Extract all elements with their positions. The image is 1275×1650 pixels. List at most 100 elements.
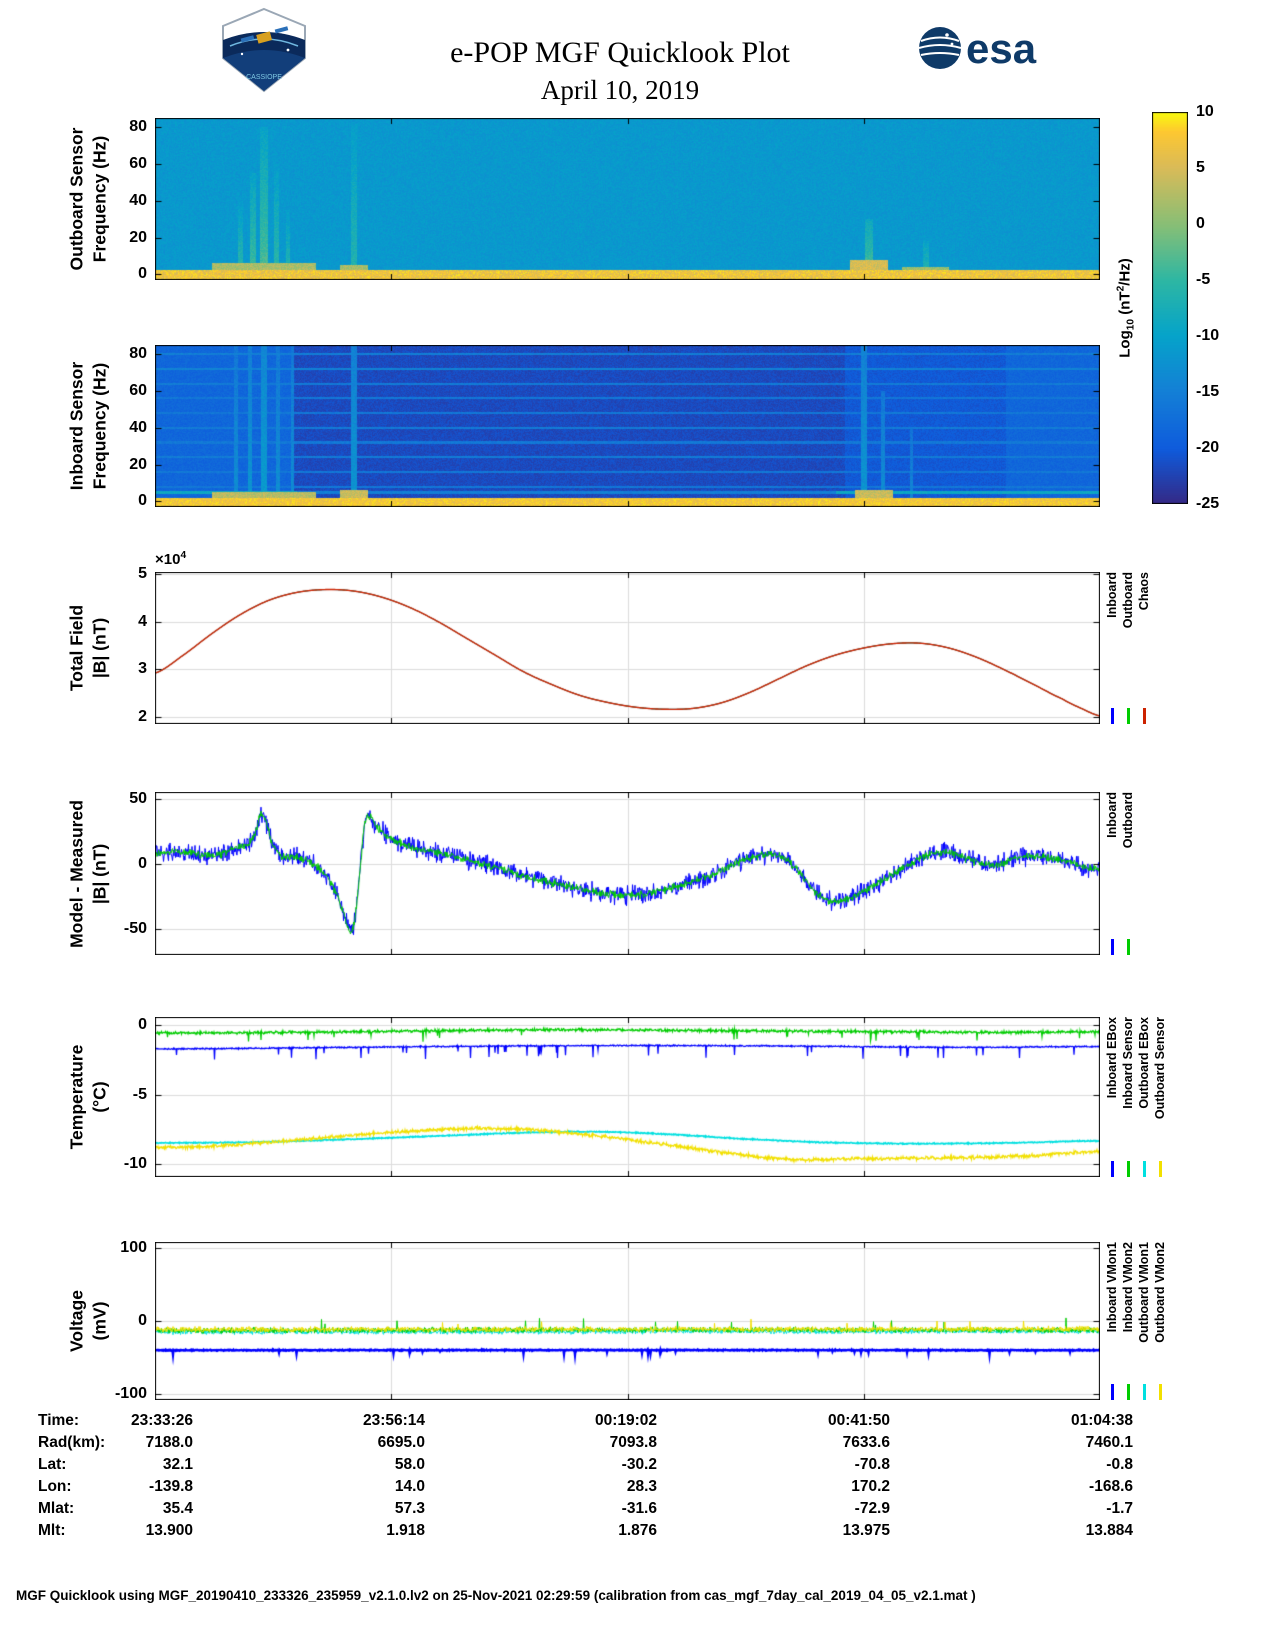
- y-tick-label: 0: [138, 1016, 147, 1034]
- ephemeris-value: -31.6: [621, 1500, 657, 1517]
- y-tick-label: 2: [138, 707, 147, 725]
- colorbar-tick-label: -10: [1196, 327, 1220, 344]
- y-axis-label-line: Frequency (Hz): [89, 135, 109, 263]
- legend-entry: Inboard: [1105, 572, 1119, 724]
- outboard-spectrogram-panel: 0 20 40 60 80 Outboard Sensor Frequency (Hz): [66, 118, 1100, 282]
- ephemeris-row: Rad(km): 7188.0 6695.0 7093.8 7633.6 7460.1: [0, 1434, 1275, 1456]
- colorbar-tick-label: 10: [1196, 103, 1214, 120]
- ephemeris-value: 170.2: [851, 1478, 890, 1495]
- voltage-panel: 100 0 -100 Voltage (mV) Inboard VMon1 Inboar…: [66, 1239, 1167, 1402]
- legend-swatch: [1110, 1161, 1114, 1177]
- colorbar-label-sub: 10: [1125, 318, 1137, 331]
- legend-swatch: [1110, 1384, 1114, 1400]
- legend-swatch: [1110, 708, 1114, 724]
- y-tick-labels: 100 0 -100: [99, 1239, 147, 1402]
- header: e-POP MGF Quicklook Plot April 10, 2019: [0, 36, 1240, 106]
- y-axis-label: Outboard Sensor Frequency (Hz): [65, 69, 111, 329]
- ephemeris-value: 32.1: [162, 1456, 193, 1473]
- ephemeris-value: -70.8: [854, 1456, 890, 1473]
- legend-swatch: [1126, 1161, 1130, 1177]
- legend-label: Outboard VMon1: [1137, 1242, 1151, 1343]
- ephemeris-value: 7188.0: [145, 1434, 193, 1451]
- legend-swatch: [1126, 1384, 1130, 1400]
- ephemeris-value: 00:19:02: [594, 1412, 657, 1429]
- legend-entry: Inboard VMon1: [1105, 1242, 1119, 1400]
- y-axis-label-line: Outboard Sensor: [66, 127, 87, 271]
- y-tick-label: 20: [129, 228, 147, 246]
- legend-swatch: [1110, 939, 1114, 955]
- y-axis-label: Total Field |B| (nT): [65, 518, 111, 778]
- ephemeris-row: Lat: 32.1 58.0 -30.2 -70.8 -0.8: [0, 1456, 1275, 1478]
- y-axis-label-line: Voltage: [66, 1290, 87, 1352]
- y-tick-label: 40: [129, 191, 147, 209]
- y-tick-labels: 0 -5 -10: [99, 1016, 147, 1177]
- y-tick-label: 5: [138, 565, 147, 583]
- y-tick-labels: 0 20 40 60 80: [99, 118, 147, 282]
- colorbar-label-sup: 2: [1115, 285, 1127, 292]
- ephemeris-value: 23:56:14: [362, 1412, 425, 1429]
- legend-label: Inboard VMon2: [1121, 1242, 1135, 1333]
- ephemeris-value: -0.8: [1106, 1456, 1133, 1473]
- colorbar: Log10 (nT2/Hz) 10 5 0 -5 -10 -15 -20 -25: [1116, 103, 1220, 512]
- model-minus-measured-panel: -50 0 50 Model - Measured |B| (nT) Inboard O…: [66, 790, 1135, 955]
- legend-entry: Inboard VMon2: [1121, 1242, 1135, 1400]
- y-tick-label: 50: [129, 789, 147, 807]
- y-tick-label: 0: [138, 854, 147, 872]
- legend-entry: Inboard EBox: [1105, 1017, 1119, 1177]
- ephemeris-value: -139.8: [149, 1478, 193, 1495]
- legend: Inboard Outboard: [1105, 792, 1135, 955]
- ephemeris-value: 1.918: [386, 1522, 425, 1539]
- ephemeris-row: Lon: -139.8 14.0 28.3 170.2 -168.6: [0, 1478, 1275, 1500]
- ephemeris-row: Time: 23:33:26 23:56:14 00:19:02 00:41:50 01:…: [0, 1412, 1275, 1434]
- inboard-spectrogram-plot: [155, 345, 1100, 507]
- y-axis-label-line: Total Field: [66, 604, 87, 692]
- ephemeris-row: Mlt: 13.900 1.918 1.876 13.975 13.884: [0, 1522, 1275, 1544]
- voltage-plot: [155, 1242, 1100, 1400]
- esa-logo: esa: [916, 22, 1040, 79]
- y-tick-label: 3: [138, 660, 147, 678]
- legend-entry: Outboard: [1121, 572, 1135, 724]
- svg-text:CASSIOPE: CASSIOPE: [246, 74, 282, 81]
- footer-caption: MGF Quicklook using MGF_20190410_233326_…: [16, 1588, 976, 1603]
- colorbar-tick-label: -15: [1196, 383, 1220, 400]
- y-tick-label: -50: [123, 919, 147, 937]
- ephemeris-value: 1.876: [618, 1522, 657, 1539]
- y-axis-label-line: (°C): [89, 1081, 109, 1113]
- legend-label: Inboard Sensor: [1121, 1017, 1135, 1109]
- colorbar-label-text: /Hz): [1116, 258, 1134, 286]
- ephemeris-table: Time: 23:33:26 23:56:14 00:19:02 00:41:50 01:…: [0, 1412, 1275, 1544]
- y-tick-label: -5: [132, 1085, 147, 1103]
- y-axis-label-line: |B| (nT): [89, 843, 109, 904]
- legend-label: Chaos: [1137, 572, 1151, 611]
- y-tick-label: 60: [129, 382, 147, 400]
- colorbar-label-text: Log: [1116, 330, 1134, 358]
- plot-date: April 10, 2019: [540, 75, 700, 105]
- y-tick-label: -10: [123, 1155, 147, 1173]
- y-tick-label: 80: [129, 345, 147, 363]
- model-minus-measured-plot: [155, 792, 1100, 955]
- y-axis-scale: ×104: [155, 550, 187, 568]
- colorbar-tick-labels: 10 5 0 -5 -10 -15 -20 -25: [1152, 103, 1219, 512]
- colorbar-tick-label: -25: [1196, 495, 1220, 512]
- legend: Inboard EBox Inboard Sensor Outboard EBox O…: [1105, 1017, 1167, 1177]
- ephemeris-value: 6695.0: [377, 1434, 425, 1451]
- legend-entry: Chaos: [1137, 572, 1151, 724]
- y-tick-label: 60: [129, 155, 147, 173]
- legend-swatch: [1142, 708, 1146, 724]
- ephemeris-value: 35.4: [162, 1500, 193, 1517]
- ephemeris-value: 13.900: [145, 1522, 193, 1539]
- y-tick-labels: -50 0 50: [99, 789, 147, 955]
- y-tick-label: 0: [138, 492, 147, 510]
- colorbar-label-text: (nT: [1116, 291, 1134, 319]
- legend-label: Outboard VMon2: [1153, 1242, 1167, 1343]
- y-tick-labels: 2 3 4 5: [99, 565, 147, 725]
- ephemeris-row-label: Lon:: [38, 1478, 72, 1495]
- ephemeris-value: 14.0: [394, 1478, 425, 1495]
- y-axis-label: Model - Measured |B| (nT): [65, 744, 111, 1004]
- legend-swatch: [1126, 939, 1130, 955]
- legend-label: Outboard EBox: [1137, 1017, 1151, 1109]
- legend-label: Inboard VMon1: [1105, 1242, 1119, 1333]
- ephemeris-value: 58.0: [394, 1456, 425, 1473]
- legend-entry: Outboard VMon1: [1137, 1242, 1151, 1400]
- y-tick-label: 20: [129, 455, 147, 473]
